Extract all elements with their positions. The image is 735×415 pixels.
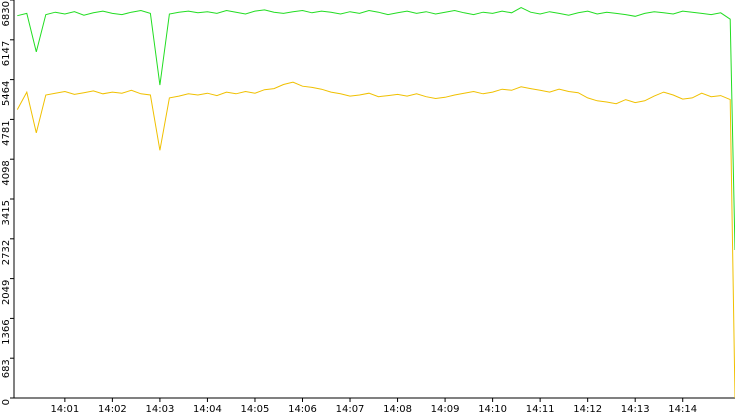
y-tick-label: 4098 (1, 160, 12, 185)
series-line (16, 81, 735, 399)
x-tick-label: 14:01 (50, 404, 79, 415)
y-tick-label: 2049 (1, 280, 12, 305)
x-tick-label: 14:09 (431, 404, 460, 415)
series-line (17, 7, 735, 251)
y-tick-label: 1366 (1, 319, 12, 344)
y-tick-label: 4781 (1, 120, 12, 145)
x-tick-label: 14:03 (145, 404, 174, 415)
x-tick-label: 14:05 (241, 404, 270, 415)
x-tick-label: 14:02 (98, 404, 127, 415)
y-tick-label: 5464 (1, 81, 12, 106)
x-tick-label: 14:14 (668, 404, 697, 415)
y-tick-label: 2732 (1, 240, 12, 265)
x-tick-label: 14:13 (621, 404, 650, 415)
y-tick-label: 3415 (1, 200, 12, 225)
x-tick-label: 14:06 (288, 404, 317, 415)
x-tick-label: 14:11 (526, 404, 555, 415)
y-tick-label: 6147 (1, 41, 12, 66)
y-tick-label: 6830 (1, 1, 12, 26)
x-tick-label: 14:12 (573, 404, 602, 415)
y-tick-label: 683 (1, 359, 12, 378)
x-tick-label: 14:04 (193, 404, 222, 415)
x-tick-label: 14:08 (383, 404, 412, 415)
y-tick-label: 0 (1, 399, 12, 405)
x-tick-label: 14:10 (478, 404, 507, 415)
x-tick-label: 14:07 (336, 404, 365, 415)
